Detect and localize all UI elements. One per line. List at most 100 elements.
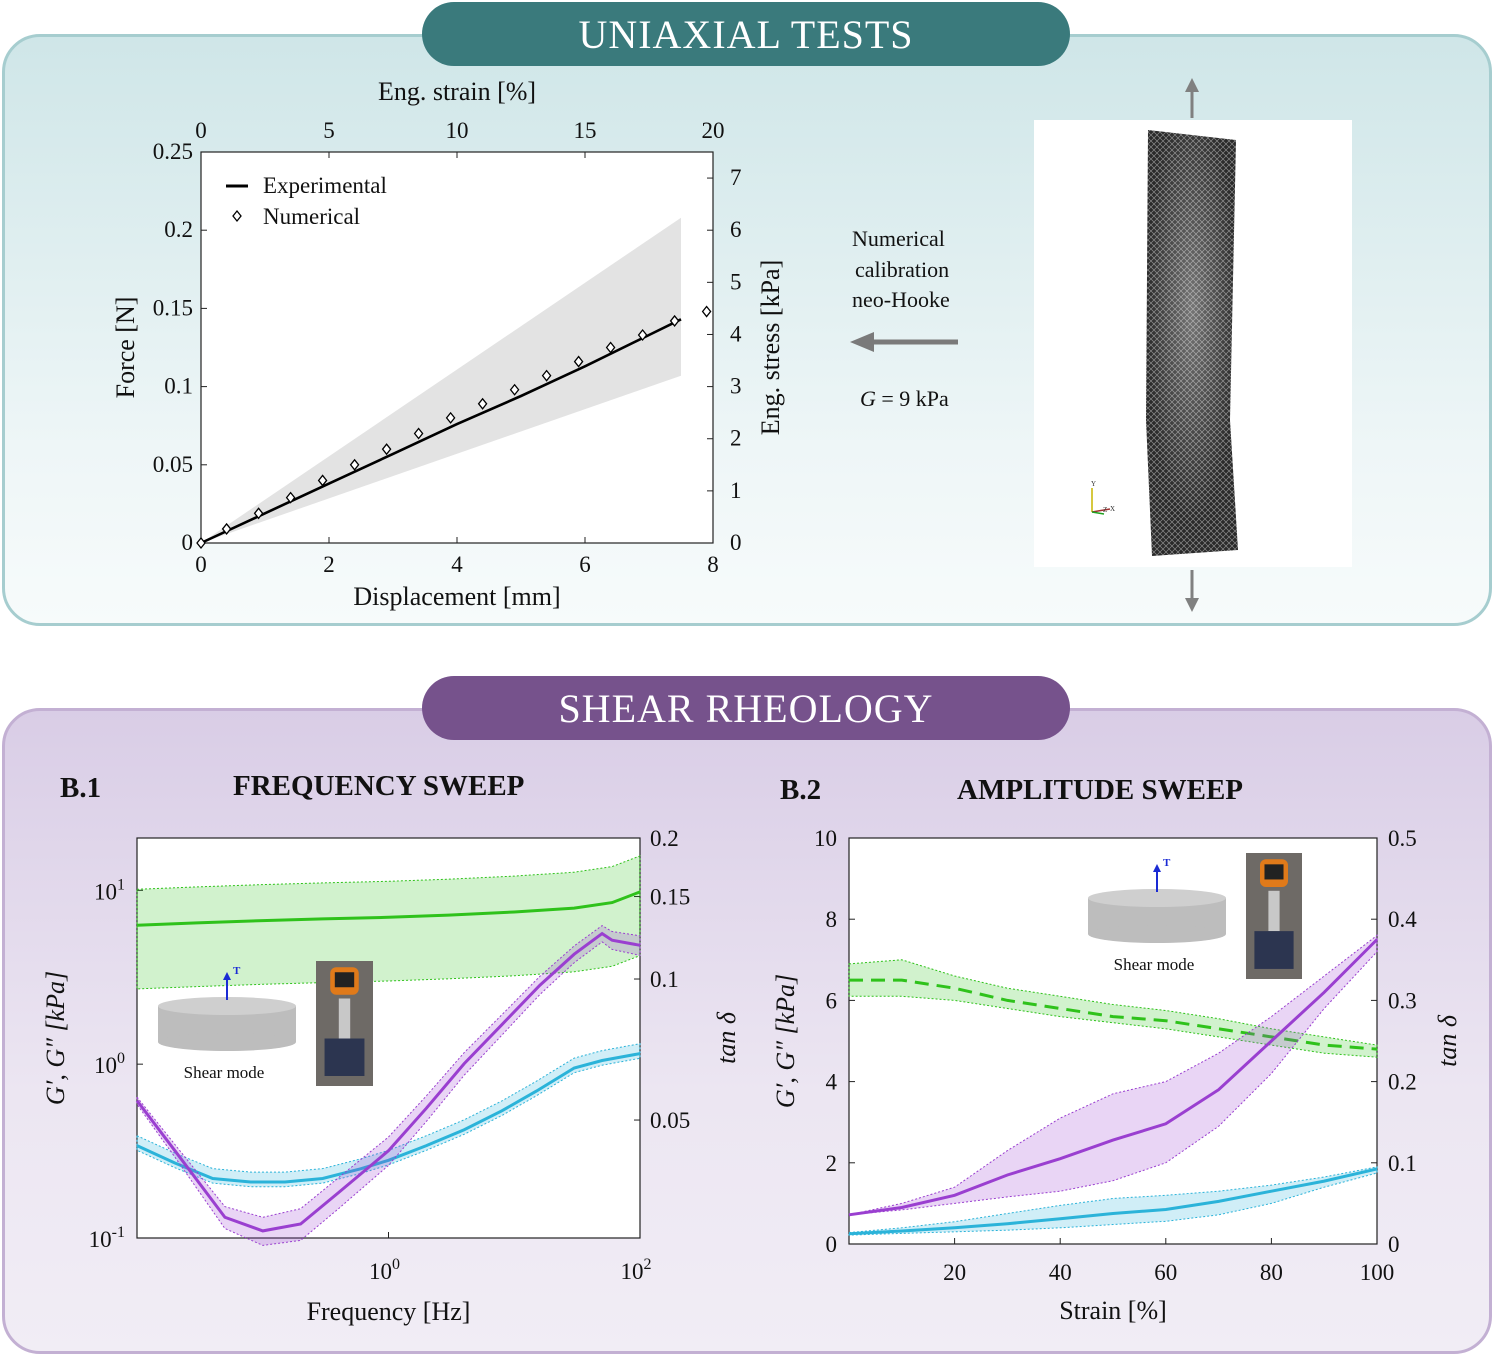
y-tick-label: 0.1 — [164, 374, 193, 399]
y2-tick-label: 1 — [730, 478, 742, 503]
pull-up-arrow-icon — [1185, 78, 1199, 118]
y-tick-label-base: 10 — [94, 1053, 117, 1078]
y-tick-label-exponent: -1 — [112, 1224, 125, 1241]
shear-banner: SHEAR RHEOLOGY — [422, 676, 1070, 740]
y-tick-label-exponent: 0 — [117, 1050, 125, 1067]
numerical-point — [669, 314, 680, 327]
b1-label: B.1 — [60, 772, 102, 804]
y2-tick-label: 4 — [730, 321, 742, 346]
numerical-point — [445, 411, 456, 424]
y2-tick-label: 0 — [1388, 1232, 1400, 1257]
y2-tick-label: 5 — [730, 269, 742, 294]
y-tick-label-base: 10 — [89, 1227, 112, 1252]
series-band-1 — [136, 1043, 641, 1188]
numerical-point — [413, 427, 424, 440]
numerical-point — [196, 536, 206, 550]
g-value: = 9 kPa — [875, 386, 949, 411]
freq-inset-torque-arrowhead-icon — [223, 972, 231, 980]
mesh-specimen: Y Z X — [1091, 130, 1238, 556]
freq-inset-torque-label: T — [233, 965, 241, 977]
numerical-point — [285, 491, 296, 504]
x-tick-label: 100 — [369, 1256, 400, 1284]
x-tick-label: 100 — [1360, 1260, 1395, 1285]
x-tick-label-base: 10 — [621, 1259, 644, 1284]
series-line-1 — [136, 1052, 641, 1184]
numerical-point — [637, 328, 648, 342]
series-line-2 — [848, 938, 1379, 1217]
y-axis-label: Force [N] — [111, 297, 140, 399]
x-tick-label-base: 10 — [369, 1259, 392, 1284]
y2-tick-label: 2 — [730, 426, 742, 451]
calibration-line1: Numerical — [852, 226, 945, 251]
y-tick-label: 2 — [826, 1151, 838, 1176]
b2-label: B.2 — [780, 774, 822, 806]
amp-inset-torque-arrowhead-icon — [1153, 864, 1161, 872]
y-axis-label: G′, G″ [kPa] — [771, 974, 800, 1108]
amp-inset-rheometer-display — [1264, 864, 1284, 880]
shear-modulus-label: G = 9 kPa — [860, 386, 949, 412]
y-tick-label: 101 — [94, 876, 125, 904]
x2-tick-label: 0 — [195, 118, 207, 143]
amp-inset-cylinder-bottom — [1088, 925, 1226, 943]
x-tick-label: 60 — [1154, 1260, 1177, 1285]
y2-tick-label: 0.2 — [1388, 1070, 1417, 1095]
mesh-axis-z: Z — [1103, 506, 1107, 514]
calibration-arrow-icon — [850, 332, 958, 352]
x2-tick-label: 20 — [702, 118, 725, 143]
y2-tick-label: 0 — [730, 530, 742, 555]
numerical-point — [253, 507, 264, 520]
legend-numerical-label: Numerical — [263, 204, 360, 229]
numerical-point — [541, 369, 552, 382]
x2-tick-label: 15 — [574, 118, 597, 143]
y2-tick-label: 0.4 — [1388, 907, 1417, 932]
x-tick-label: 20 — [943, 1260, 966, 1285]
freq-inset-label: Shear mode — [184, 1063, 265, 1082]
mesh-axis-triad: Y Z X — [1091, 480, 1115, 515]
series-band-2 — [848, 934, 1378, 1216]
x-tick-label: 2 — [323, 552, 335, 577]
y-tick-label: 0 — [182, 530, 194, 555]
y-tick-label: 0 — [826, 1232, 838, 1257]
series-line-2 — [135, 931, 641, 1233]
freq-inset-rheometer-base — [324, 1038, 365, 1076]
x2-tick-label: 10 — [446, 118, 469, 143]
pull-down-arrow-icon — [1185, 570, 1199, 612]
x-tick-label: 6 — [579, 552, 591, 577]
calibration-line3: neo-Hooke — [852, 287, 950, 312]
x-axis-label: Strain [%] — [1059, 1296, 1167, 1325]
y2-tick-label: 0.05 — [650, 1108, 690, 1133]
amp-inset-label: Shear mode — [1114, 955, 1195, 974]
amp-inset-rheometer-column — [1268, 890, 1280, 932]
calibration-line2: calibration — [855, 257, 950, 282]
x-tick-label: 40 — [1049, 1260, 1072, 1285]
x-tick-label-exponent: 2 — [644, 1256, 652, 1273]
y2-axis-label: tan δ — [1433, 1014, 1462, 1067]
x-tick-label: 80 — [1260, 1260, 1283, 1285]
arrows-layer — [850, 78, 1199, 612]
y2-tick-label: 0.15 — [650, 885, 690, 910]
numerical-point — [573, 355, 584, 368]
y-axis-label: G′, G″ [kPa] — [41, 971, 70, 1105]
numerical-point — [349, 458, 360, 471]
y-tick-label: 0.2 — [164, 217, 193, 242]
y2-tick-label: 6 — [730, 217, 742, 242]
freq-inset-cylinder-top — [158, 997, 296, 1015]
numerical-point — [605, 341, 616, 354]
mesh-axis-x: X — [1110, 505, 1115, 513]
numerical-point — [317, 474, 328, 487]
y2-axis-label: Eng. stress [kPa] — [756, 260, 785, 435]
numerical-point — [381, 443, 392, 456]
x2-axis-label: Eng. strain [%] — [378, 77, 536, 106]
y2-tick-label: 0.3 — [1388, 988, 1417, 1013]
y2-tick-label: 7 — [730, 165, 742, 190]
freq-inset-rheometer-column — [338, 998, 351, 1039]
y-tick-label: 4 — [826, 1070, 838, 1095]
y2-tick-label: 0.5 — [1388, 826, 1417, 851]
y-tick-label: 0.05 — [153, 452, 193, 477]
y-tick-label-base: 10 — [94, 879, 117, 904]
numerical-point — [701, 305, 712, 318]
y-tick-label: 100 — [94, 1050, 125, 1078]
